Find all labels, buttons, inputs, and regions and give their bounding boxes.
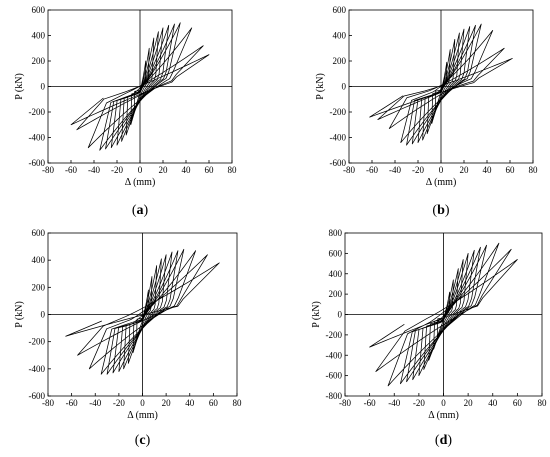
x-tick-label: -20 [113, 398, 125, 408]
y-tick-label: -600 [326, 371, 343, 381]
x-tick-label: 40 [488, 398, 498, 408]
x-tick-label: 80 [538, 398, 548, 408]
y-tick-label: -800 [326, 391, 343, 401]
x-tick-label: 0 [439, 165, 444, 175]
y-tick-label: 200 [32, 56, 46, 66]
x-tick-label: -60 [65, 165, 77, 175]
x-tick-label: 80 [228, 165, 238, 175]
hysteresis-curve [65, 248, 220, 375]
x-tick-label: 0 [138, 165, 143, 175]
x-tick-label: 40 [185, 398, 195, 408]
x-axis-label: Δ (mm) [426, 177, 457, 188]
y-tick-label: -600 [29, 391, 46, 401]
x-tick-label: -40 [388, 398, 400, 408]
x-tick-label: 80 [233, 398, 243, 408]
x-tick-label: -40 [89, 398, 101, 408]
x-axis-label: Δ (mm) [428, 410, 459, 421]
x-tick-label: -20 [413, 398, 425, 408]
x-tick-label: -20 [111, 165, 123, 175]
y-tick-label: -200 [29, 337, 46, 347]
x-tick-label: -60 [66, 398, 78, 408]
x-axis-label: Δ (mm) [127, 410, 158, 421]
y-tick-label: -400 [326, 350, 343, 360]
y-tick-label: 600 [329, 248, 343, 258]
x-tick-label: -80 [339, 398, 351, 408]
x-tick-label: -40 [88, 165, 100, 175]
y-tick-label: 200 [329, 289, 343, 299]
x-tick-label: 40 [182, 165, 192, 175]
x-tick-label: -80 [42, 165, 54, 175]
panel-label: (a) [132, 203, 149, 218]
y-tick-label: 400 [333, 31, 347, 41]
panel-b: -80 -60 -40 -20 0 20 40 60 80-600-400-2000200400… [315, 5, 538, 218]
panel-label: (b) [432, 203, 449, 218]
panel-d: -80 -60 -40 -20 0 20 40 60 80-800-600-400-200020… [311, 228, 547, 448]
panel-label: (c) [135, 433, 151, 448]
x-tick-label: 0 [441, 398, 446, 408]
x-tick-label: 20 [162, 398, 172, 408]
panel-label: (d) [435, 433, 452, 448]
x-tick-label: 20 [159, 165, 169, 175]
y-tick-label: 600 [32, 228, 46, 238]
y-tick-label: -200 [326, 330, 343, 340]
y-tick-label: -600 [330, 158, 347, 168]
x-tick-label: 60 [513, 398, 523, 408]
y-tick-label: 0 [342, 82, 347, 92]
x-tick-label: -80 [343, 165, 355, 175]
y-tick-label: 200 [32, 282, 46, 292]
y-tick-label: 0 [338, 310, 343, 320]
y-tick-label: -600 [29, 158, 46, 168]
y-tick-label: 0 [41, 310, 46, 320]
y-tick-label: -400 [29, 133, 46, 143]
y-tick-label: 0 [41, 82, 46, 92]
y-tick-label: -200 [330, 107, 347, 117]
x-tick-label: 60 [506, 165, 516, 175]
x-tick-label: -40 [389, 165, 401, 175]
panel-c: -80 -60 -40 -20 0 20 40 60 80-600-400-2000200400… [14, 228, 242, 448]
y-tick-label: -400 [29, 364, 46, 374]
y-tick-label: 600 [333, 5, 347, 15]
x-tick-label: 60 [205, 165, 215, 175]
hysteresis-curve [369, 242, 518, 387]
x-tick-label: -60 [366, 165, 378, 175]
y-tick-label: 200 [333, 56, 347, 66]
y-axis-label: P (kN) [311, 301, 322, 328]
x-tick-label: 20 [464, 398, 474, 408]
hysteresis-curve [369, 23, 513, 146]
y-axis-label: P (kN) [315, 73, 326, 100]
y-tick-label: 400 [32, 255, 46, 265]
hysteresis-curve [70, 22, 210, 151]
y-axis-label: P (kN) [14, 301, 25, 328]
y-tick-label: -200 [29, 107, 46, 117]
x-tick-label: 40 [483, 165, 493, 175]
x-tick-label: -20 [412, 165, 424, 175]
y-axis-label: P (kN) [14, 73, 25, 100]
x-tick-label: 80 [529, 165, 539, 175]
x-tick-label: -60 [364, 398, 376, 408]
x-tick-label: 60 [209, 398, 219, 408]
y-tick-label: 400 [32, 31, 46, 41]
y-tick-label: -400 [330, 133, 347, 143]
panel-a: -80 -60 -40 -20 0 20 40 60 80-600-400-2000200400… [14, 5, 237, 218]
x-tick-label: 0 [140, 398, 145, 408]
y-tick-label: 400 [329, 269, 343, 279]
y-tick-label: 600 [32, 5, 46, 15]
x-axis-label: Δ (mm) [125, 177, 156, 188]
x-tick-label: 20 [460, 165, 470, 175]
x-tick-label: -80 [42, 398, 54, 408]
y-tick-label: 800 [329, 228, 343, 238]
